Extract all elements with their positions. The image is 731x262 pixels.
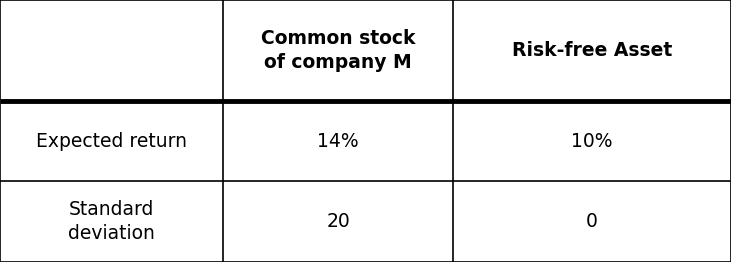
Text: Standard
deviation: Standard deviation xyxy=(68,200,155,243)
Text: Common stock
of company M: Common stock of company M xyxy=(261,29,415,72)
Text: 14%: 14% xyxy=(317,132,359,151)
Text: Risk-free Asset: Risk-free Asset xyxy=(512,41,673,60)
Text: 0: 0 xyxy=(586,212,598,231)
Text: 10%: 10% xyxy=(572,132,613,151)
Text: Expected return: Expected return xyxy=(36,132,187,151)
Text: 20: 20 xyxy=(326,212,350,231)
